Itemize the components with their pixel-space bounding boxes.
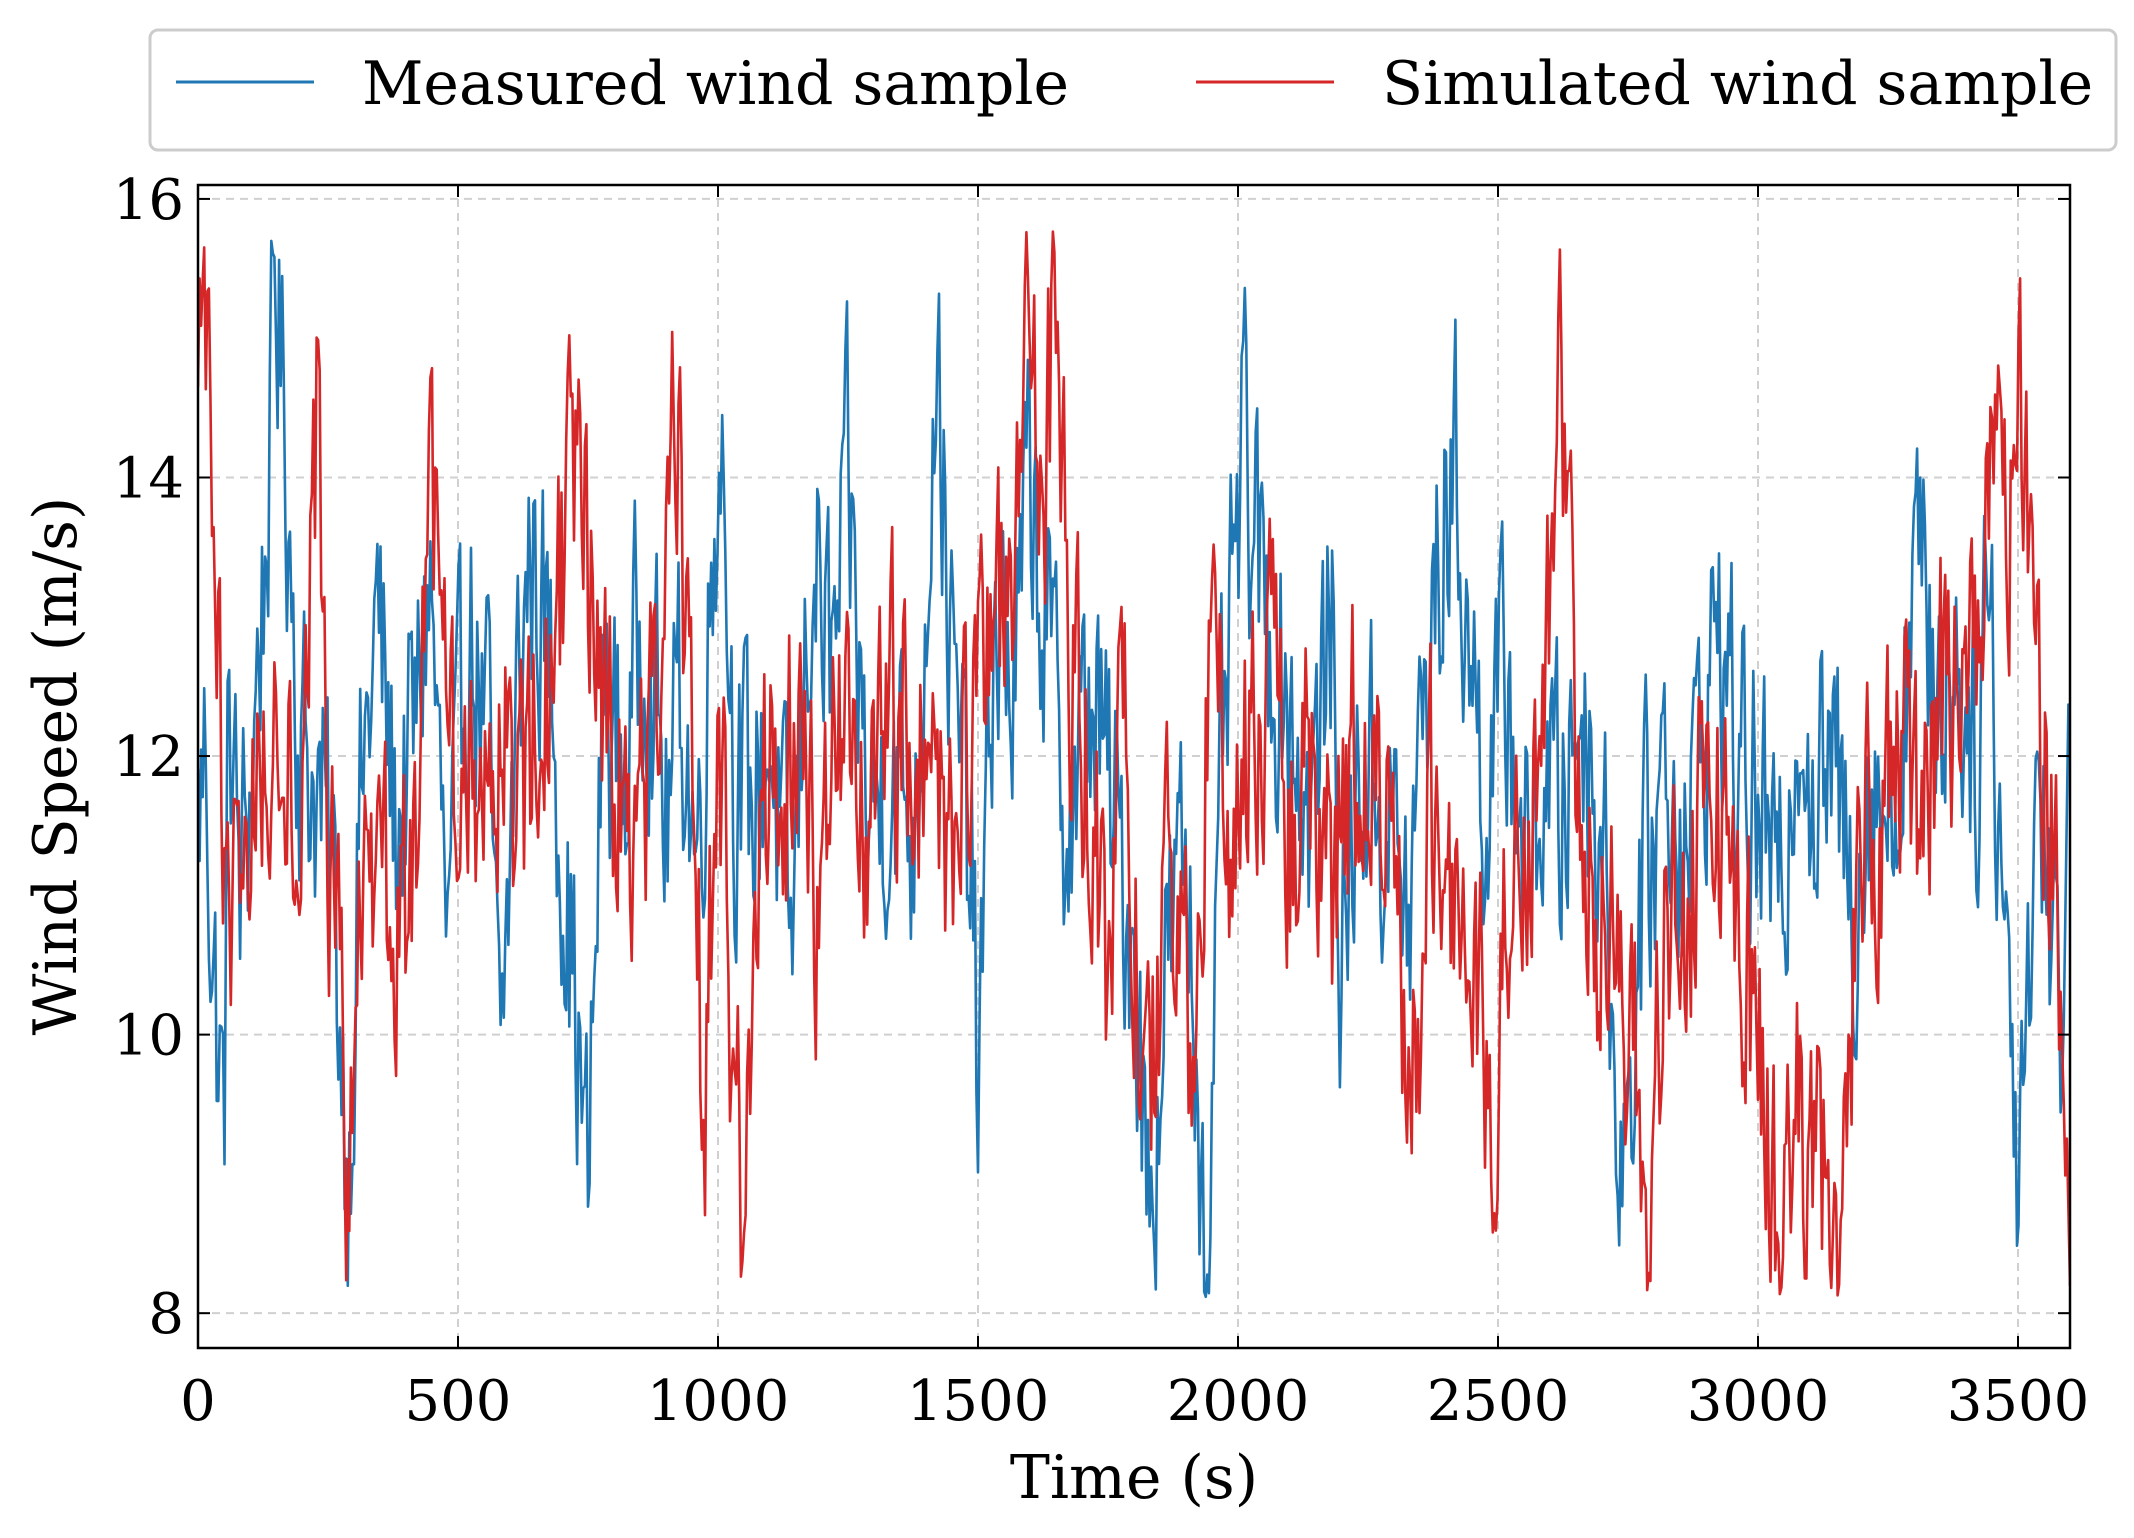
series-line-simulated [198, 230, 2070, 1297]
x-tick-label: 3000 [1687, 1369, 1830, 1434]
x-tick-label: 2500 [1427, 1369, 1570, 1434]
x-tick-label: 2000 [1167, 1369, 1310, 1434]
y-tick-label: 12 [113, 725, 184, 790]
x-tick-label: 500 [405, 1369, 512, 1434]
x-tick-label: 1000 [647, 1369, 790, 1434]
legend: Measured wind sample Simulated wind samp… [148, 28, 2118, 152]
y-tick-label: 14 [113, 446, 184, 511]
x-tick-label: 3500 [1947, 1369, 2090, 1434]
series-layer [198, 230, 2070, 1299]
plot-frame [196, 183, 2072, 1350]
x-tick-label: 0 [180, 1369, 216, 1434]
legend-label-measured: Measured wind sample [362, 49, 1069, 119]
y-tick-label: 16 [113, 168, 184, 233]
x-tick-label: 1500 [907, 1369, 1050, 1434]
y-tick-label: 10 [113, 1004, 184, 1069]
y-axis-label: Wind Speed (m/s) [21, 497, 91, 1036]
axis-ticks: 0 500 1000 1500 2000 2500 3000 3500 8 10 12 14 16 [113, 168, 2090, 1434]
y-tick-label: 8 [148, 1282, 184, 1347]
x-axis-label: Time (s) [1010, 1443, 1258, 1513]
legend-label-simulated: Simulated wind sample [1382, 49, 2093, 119]
legend-frame [148, 28, 2118, 152]
